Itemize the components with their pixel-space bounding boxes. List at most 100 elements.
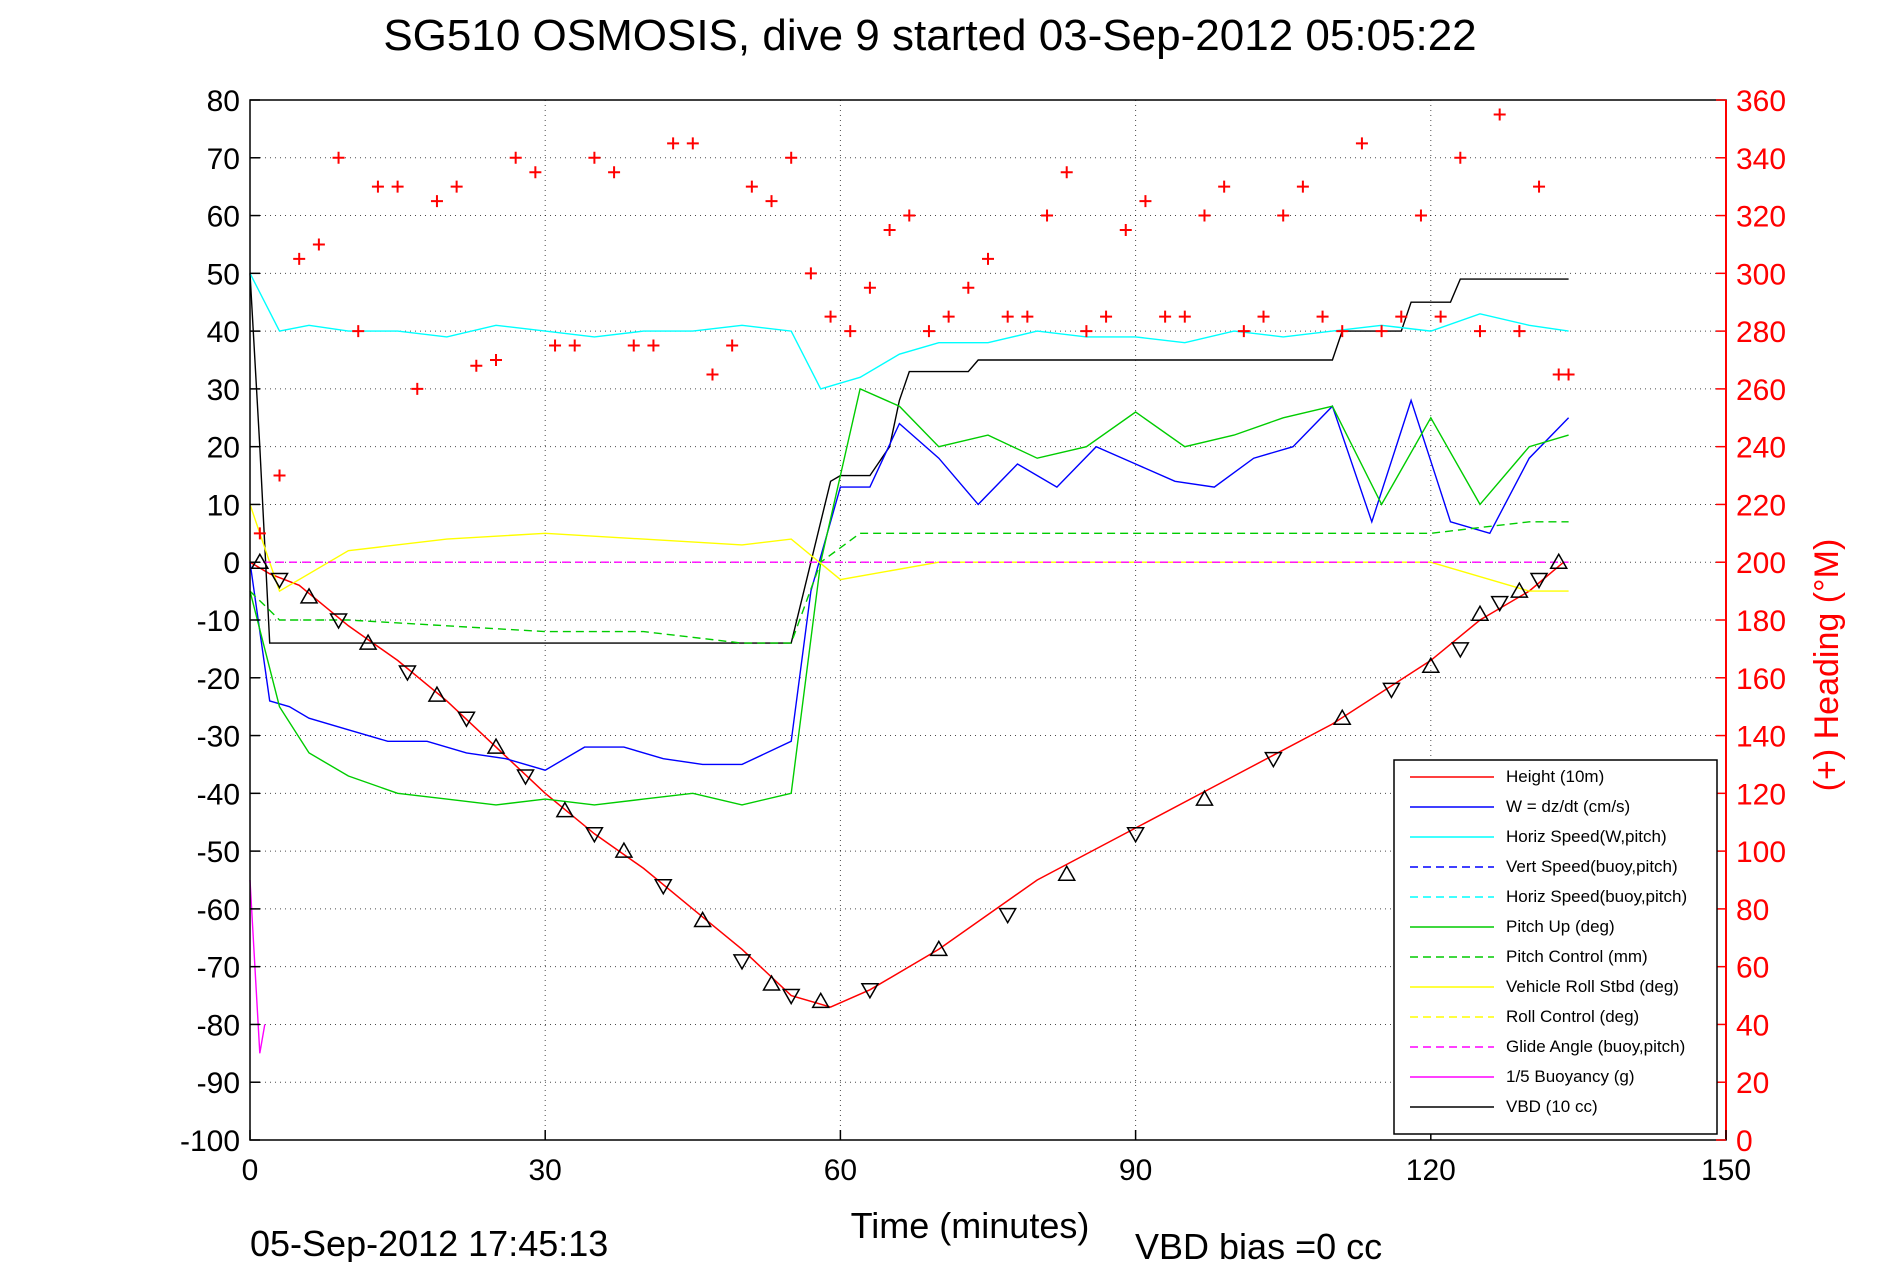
y-tick-label: -90 (197, 1067, 240, 1100)
legend-label: Glide Angle (buoy,pitch) (1506, 1037, 1685, 1056)
dive-marker (1529, 572, 1549, 590)
y-tick-label: -30 (197, 721, 240, 754)
dive-marker (299, 587, 319, 604)
heading-point (1513, 325, 1526, 338)
dive-marker (1470, 604, 1490, 621)
y2-tick-label: 120 (1736, 778, 1786, 811)
y-tick-label: 10 (207, 489, 240, 522)
y-tick-label: -10 (197, 605, 240, 638)
heading-point (1041, 209, 1054, 222)
heading-point (312, 238, 325, 251)
heading-series (253, 108, 1575, 540)
heading-point (450, 180, 463, 193)
y-tick-label: -80 (197, 1009, 240, 1042)
heading-point (863, 281, 876, 294)
dive-marker (585, 827, 604, 844)
heading-point (1355, 137, 1368, 150)
legend-label: Pitch Up (deg) (1506, 917, 1615, 936)
heading-point (293, 252, 306, 265)
dive-marker (1549, 552, 1569, 569)
dive-marker (486, 737, 506, 754)
y2-tick-label: 80 (1736, 894, 1769, 927)
heading-point (1454, 151, 1467, 164)
y-tick-label: -70 (197, 952, 240, 985)
dive-marker (329, 613, 348, 630)
heading-point (1336, 325, 1349, 338)
heading-point (352, 325, 365, 338)
dive-marker (1332, 708, 1352, 725)
heading-point (726, 339, 739, 352)
heading-point (509, 151, 522, 164)
legend-label: Roll Control (deg) (1506, 1007, 1639, 1026)
dive-marker (1421, 656, 1441, 673)
heading-point (883, 224, 896, 236)
heading-point (785, 151, 798, 164)
y2-axis-label: (+) Heading (°M) (1808, 539, 1846, 792)
dive-marker (998, 907, 1017, 925)
heading-point (1395, 310, 1408, 323)
x-tick-label: 60 (824, 1154, 857, 1187)
heading-point (411, 382, 424, 395)
heading-point (1159, 310, 1172, 323)
x-tick-label: 0 (242, 1154, 259, 1187)
x-tick-label: 120 (1406, 1154, 1456, 1187)
y2-tick-label: 320 (1736, 201, 1786, 234)
heading-point (962, 281, 975, 294)
y2-tick-label: 200 (1736, 547, 1786, 580)
y-tick-label: -60 (197, 894, 240, 927)
heading-point (1414, 209, 1427, 222)
y2-tick-label: 60 (1736, 952, 1769, 985)
y2-tick-label: 280 (1736, 316, 1786, 349)
dive-marker (427, 685, 447, 702)
series-line-5 (249, 521, 1569, 644)
heading-point (627, 339, 640, 352)
heading-point (430, 195, 443, 208)
dive-marker (614, 841, 634, 858)
dive-marker (1057, 864, 1077, 881)
heading-point (273, 469, 286, 482)
legend-box (1393, 759, 1718, 1135)
heading-point (549, 339, 562, 352)
heading-point (490, 354, 502, 366)
heading-point (1277, 209, 1290, 222)
legend-label: 1/5 Buoyancy (g) (1506, 1067, 1635, 1086)
y-tick-label: 40 (207, 316, 240, 349)
y-tick-label: 30 (207, 374, 240, 407)
dive-marker (1451, 642, 1470, 659)
footer-vbd-bias: VBD bias =0 cc (1135, 1226, 1382, 1262)
heading-point (1237, 325, 1250, 338)
heading-point (529, 166, 542, 179)
heading-point (1060, 166, 1073, 179)
legend: Height (10m) W = dz/dt (cm/s) Horiz Speed(… (1393, 759, 1718, 1135)
dive-marker (270, 572, 289, 590)
heading-point (1178, 310, 1191, 323)
y2-tick-label: 0 (1736, 1125, 1753, 1158)
y2-tick-label: 260 (1736, 374, 1786, 407)
heading-point (391, 180, 404, 193)
heading-point (706, 368, 719, 381)
dive-marker (732, 954, 752, 971)
heading-point (844, 325, 857, 338)
legend-label: Vehicle Roll Stbd (deg) (1506, 977, 1679, 996)
heading-point (1375, 325, 1388, 338)
heading-point (1001, 310, 1014, 323)
dive-marker (250, 552, 270, 569)
heading-point (1218, 180, 1231, 193)
heading-point (1257, 310, 1270, 323)
heading-point (1562, 368, 1575, 381)
dive-marker (1126, 827, 1145, 844)
y2-tick-label: 220 (1736, 489, 1786, 522)
series-line-6 (249, 504, 1569, 593)
dive-marker (516, 769, 535, 786)
heading-point (371, 180, 384, 193)
dive-marker (929, 939, 949, 957)
dive-marker (693, 910, 712, 928)
heading-point (1021, 310, 1034, 323)
y2-tick-label: 100 (1736, 836, 1786, 869)
dive-marker (1195, 789, 1214, 806)
y-tick-label: 20 (207, 432, 240, 465)
heading-point (667, 137, 680, 150)
legend-label: Horiz Speed(W,pitch) (1506, 827, 1667, 846)
y2-tick-label: 240 (1736, 432, 1786, 465)
